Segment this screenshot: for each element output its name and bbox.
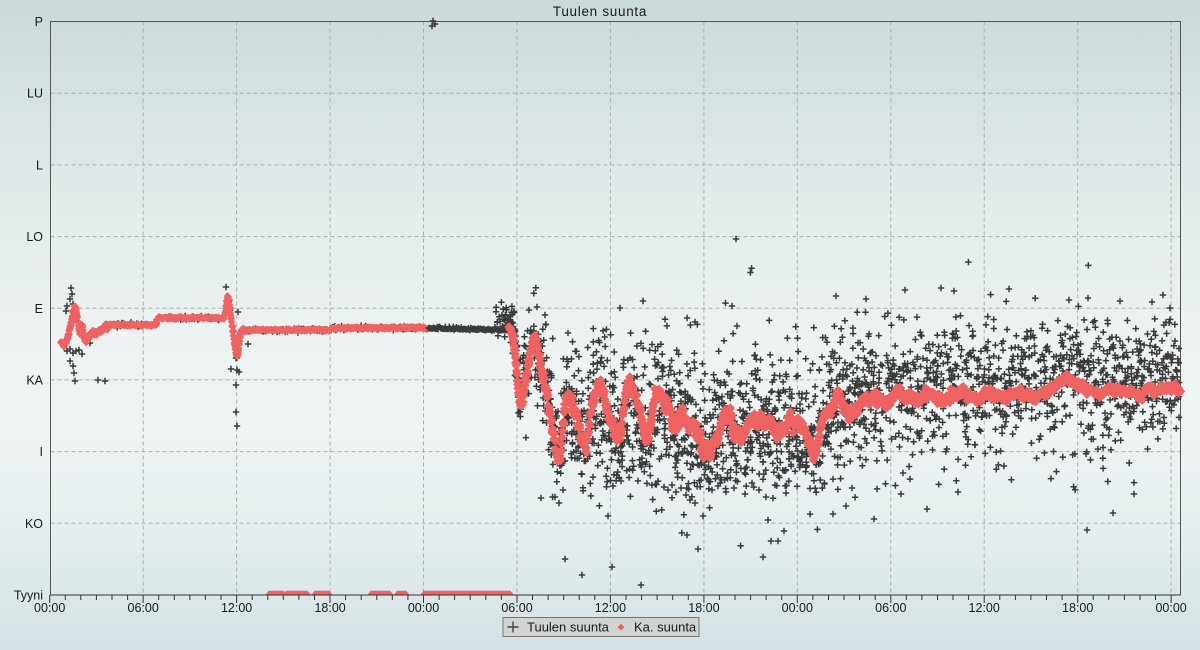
svg-text:LU: LU — [27, 87, 43, 101]
svg-text:I: I — [40, 445, 43, 459]
svg-text:18:00: 18:00 — [1062, 601, 1093, 615]
svg-text:18:00: 18:00 — [688, 601, 719, 615]
svg-text:00:00: 00:00 — [782, 601, 813, 615]
svg-text:00:00: 00:00 — [1155, 601, 1186, 615]
svg-text:E: E — [35, 302, 43, 316]
svg-text:12:00: 12:00 — [221, 601, 252, 615]
svg-text:12:00: 12:00 — [969, 601, 1000, 615]
svg-text:Tyyni: Tyyni — [14, 589, 43, 603]
svg-text:LO: LO — [26, 230, 43, 244]
svg-text:L: L — [36, 158, 43, 172]
svg-text:Tuulen suunta: Tuulen suunta — [553, 4, 647, 19]
svg-text:P: P — [35, 15, 43, 29]
svg-text:Tuulen suunta: Tuulen suunta — [527, 620, 610, 635]
svg-text:00:00: 00:00 — [408, 601, 439, 615]
svg-text:06:00: 06:00 — [128, 601, 159, 615]
svg-text:12:00: 12:00 — [595, 601, 626, 615]
svg-text:18:00: 18:00 — [314, 601, 345, 615]
svg-text:06:00: 06:00 — [501, 601, 532, 615]
svg-text:KO: KO — [25, 517, 43, 531]
svg-text:06:00: 06:00 — [875, 601, 906, 615]
svg-text:KA: KA — [26, 373, 43, 387]
svg-text:00:00: 00:00 — [34, 601, 65, 615]
svg-text:Ka. suunta: Ka. suunta — [634, 620, 697, 635]
